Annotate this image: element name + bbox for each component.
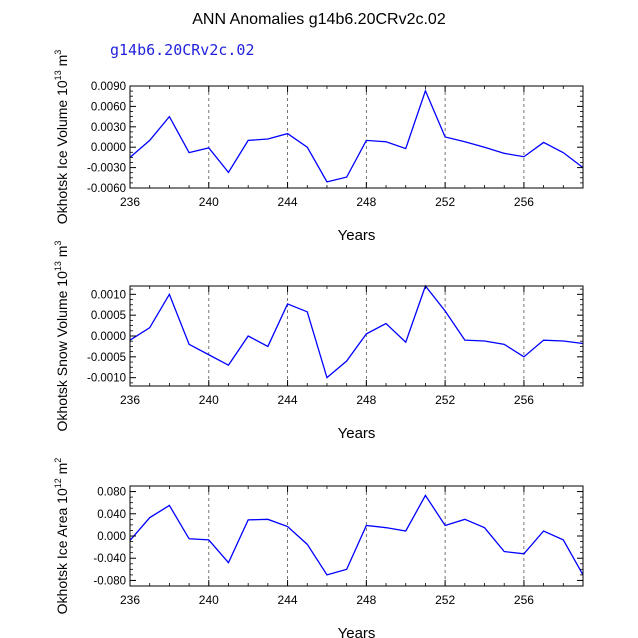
series-line (129, 284, 584, 379)
x-tick-label: 252 (435, 195, 455, 209)
chart-panel-1: 236 240 244 248 252 256 0.0090 0.0060 0.0030 0.00… (53, 50, 584, 244)
chart-panel-3: 236 240 244 248 252 256 0.080 0.040 0.000 -0.040 -… (53, 458, 584, 638)
case-label: g14b6.20CRv2c.02 (110, 41, 255, 59)
y-tick-label: 0.080 (97, 487, 126, 499)
x-tick-label: 244 (278, 393, 298, 407)
x-tick-label: 236 (120, 593, 140, 607)
y-tick-label: 0.040 (97, 509, 126, 521)
y-tick-label: -0.080 (93, 575, 126, 587)
x-axis-label: Years (338, 227, 376, 244)
x-tick-label: 244 (278, 195, 298, 209)
y-tick-label: 0.0000 (91, 331, 126, 343)
y-tick-label: -0.0060 (87, 183, 126, 195)
y-axis-label: Okhotsk Ice Area 1012 m2 (53, 458, 70, 615)
y-tick-label: 0.0060 (91, 101, 126, 113)
x-tick-label: 244 (278, 593, 298, 607)
x-tick-label: 236 (120, 195, 140, 209)
series-line (129, 494, 584, 576)
plot-frame (129, 85, 584, 189)
y-tick-label: 0.000 (97, 531, 126, 543)
plot-frame (129, 485, 584, 587)
y-tick-label: -0.040 (93, 553, 126, 565)
y-axis-label: Okhotsk Ice Volume 1013 m3 (53, 50, 70, 225)
y-tick-label: 0.0030 (91, 122, 126, 134)
x-tick-label: 256 (514, 195, 534, 209)
x-tick-label: 240 (199, 393, 219, 407)
series-line (129, 88, 584, 183)
figure-title: ANN Anomalies g14b6.20CRv2c.02 (192, 11, 446, 28)
x-axis-label: Years (338, 425, 376, 442)
y-tick-label: 0.0090 (91, 81, 126, 93)
y-axis-label: Okhotsk Snow Volume 1013 m3 (53, 241, 70, 432)
y-tick-label: -0.0030 (87, 163, 126, 175)
x-tick-label: 256 (514, 593, 534, 607)
x-tick-label: 236 (120, 393, 140, 407)
x-tick-label: 248 (356, 393, 376, 407)
panels: 236 240 244 248 252 256 0.0090 0.0060 0.0030 0.00… (53, 50, 584, 638)
x-tick-label: 240 (199, 195, 219, 209)
x-tick-label: 248 (356, 593, 376, 607)
y-tick-label: 0.0010 (91, 289, 126, 301)
chart-panel-2: 236 240 244 248 252 256 0.0010 0.0005 0.0000 -0.0… (53, 241, 584, 442)
x-tick-label: 240 (199, 593, 219, 607)
plot-frame (129, 285, 584, 387)
x-tick-label: 248 (356, 195, 376, 209)
y-tick-label: 0.0000 (91, 142, 126, 154)
x-tick-label: 252 (435, 393, 455, 407)
y-tick-label: -0.0010 (87, 373, 126, 385)
y-tick-label: 0.0005 (91, 310, 126, 322)
x-tick-label: 252 (435, 593, 455, 607)
x-axis-label: Years (338, 625, 376, 638)
x-tick-label: 256 (514, 393, 534, 407)
y-tick-label: -0.0005 (87, 352, 126, 364)
